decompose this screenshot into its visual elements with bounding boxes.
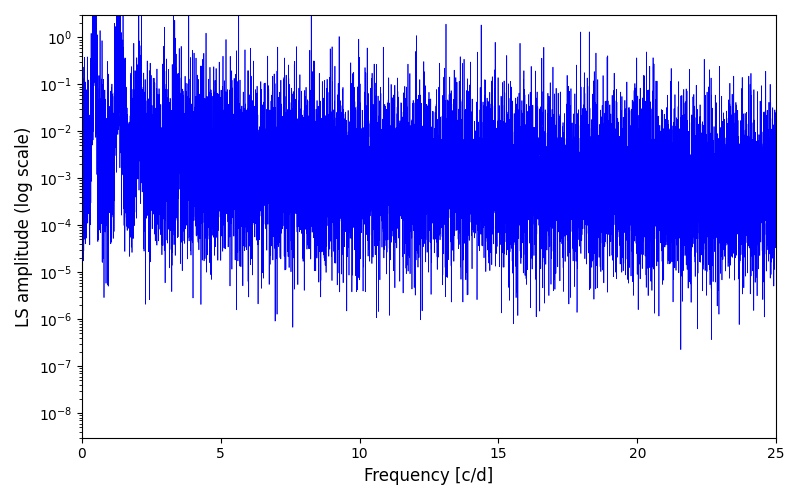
Y-axis label: LS amplitude (log scale): LS amplitude (log scale): [15, 126, 33, 326]
X-axis label: Frequency [c/d]: Frequency [c/d]: [364, 467, 494, 485]
